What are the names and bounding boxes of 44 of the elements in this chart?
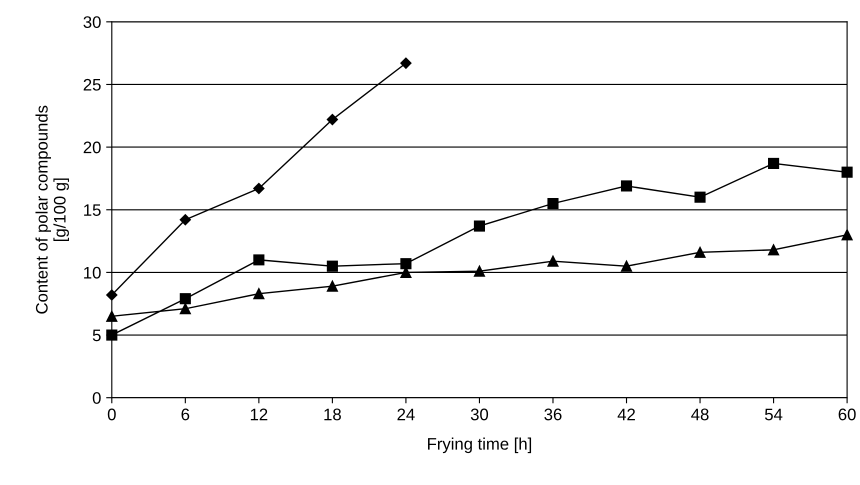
x-tick-label: 48 (691, 408, 709, 420)
x-tick-label: 12 (250, 408, 268, 420)
point (694, 246, 706, 258)
y-tick-label: 15 (84, 204, 101, 216)
point (474, 220, 486, 232)
point (842, 229, 853, 240)
x-tick-label: 0 (108, 408, 116, 420)
x-tick-label: 54 (764, 408, 782, 420)
y-tick-label: 25 (84, 78, 101, 91)
point (694, 192, 706, 203)
point (253, 254, 264, 266)
x-tick-label: 18 (324, 408, 341, 420)
point (547, 256, 559, 267)
y-tick-label: 5 (92, 330, 101, 342)
point (180, 303, 191, 314)
point (400, 258, 412, 270)
point (620, 260, 632, 272)
point (400, 58, 412, 69)
x-tick-label: 24 (397, 408, 415, 420)
point (253, 288, 264, 300)
x-tick-label: 36 (544, 408, 562, 420)
x-axis-title: Frying time [h] (428, 438, 532, 454)
y-axis-title: Content of polar compounds [g/100 g] (35, 106, 69, 314)
x-tick-label: 6 (182, 408, 190, 420)
point (253, 182, 264, 194)
point (842, 166, 853, 178)
y-tick-label: 20 (84, 142, 101, 154)
point (106, 330, 118, 341)
point (180, 214, 191, 226)
point (547, 198, 559, 210)
x-tick-label: 30 (470, 408, 488, 420)
x-tick-label: 42 (618, 408, 635, 420)
y-tick-label: 30 (83, 16, 101, 28)
point (768, 244, 780, 256)
x-tick-label: 60 (838, 408, 856, 420)
point (180, 293, 191, 304)
point (326, 260, 338, 272)
y-tick-label: 10 (84, 266, 101, 279)
point (326, 114, 338, 126)
point (474, 266, 486, 277)
point (768, 158, 780, 169)
point (620, 180, 632, 192)
y-tick-label: 0 (92, 392, 101, 404)
point (326, 280, 338, 292)
